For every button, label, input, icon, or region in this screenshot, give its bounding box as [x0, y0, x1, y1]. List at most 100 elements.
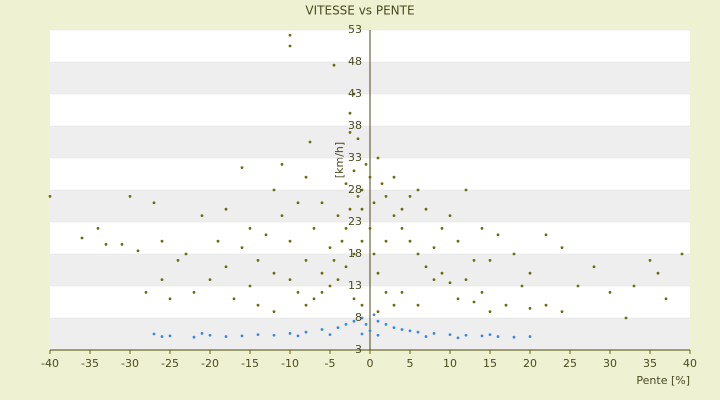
point [240, 166, 244, 170]
point [376, 333, 380, 337]
point [280, 163, 284, 166]
point [168, 297, 172, 301]
point [664, 297, 668, 301]
y-tick-label: 53 [348, 23, 362, 36]
y-tick-label: 28 [348, 183, 362, 196]
point [472, 300, 476, 304]
point [656, 271, 660, 275]
point [232, 297, 236, 301]
x-tick-label: -5 [325, 357, 336, 370]
point [304, 259, 308, 262]
point [648, 259, 652, 262]
point [376, 319, 380, 323]
x-tick-label: 5 [407, 357, 414, 370]
point [368, 329, 372, 333]
point [376, 310, 380, 313]
point [372, 252, 376, 256]
point [440, 271, 444, 275]
point [336, 278, 340, 281]
point [384, 323, 388, 326]
y-axis-title: [km/h] [333, 142, 346, 178]
point [200, 214, 204, 218]
point [520, 284, 524, 288]
point [256, 333, 260, 337]
x-tick-label: -30 [121, 357, 139, 370]
y-tick-label: 13 [348, 279, 362, 292]
point [632, 284, 636, 288]
point [328, 246, 332, 250]
point [392, 175, 396, 179]
point [376, 271, 380, 275]
point [448, 214, 452, 218]
point [96, 227, 100, 230]
point [424, 265, 428, 269]
point [416, 303, 420, 307]
point [416, 188, 420, 192]
point [152, 201, 156, 205]
x-tick-label: 25 [563, 357, 577, 370]
point [120, 243, 124, 246]
point [368, 227, 372, 230]
x-tick-label: 20 [523, 357, 537, 370]
point [288, 278, 292, 281]
point [340, 239, 344, 243]
point [272, 271, 276, 275]
y-tick-label: 3 [355, 343, 362, 356]
point [416, 330, 420, 334]
point [320, 291, 324, 294]
y-tick-label: 23 [348, 215, 362, 228]
x-axis-title: Pente [%] [636, 374, 690, 387]
point [528, 271, 532, 275]
point [312, 297, 316, 301]
point [332, 259, 336, 262]
point [364, 163, 368, 166]
point [320, 271, 324, 275]
point [356, 195, 360, 198]
point [400, 207, 404, 211]
y-tick-label: 33 [348, 151, 362, 164]
point [352, 297, 356, 301]
chart-title: VITESSE vs PENTE [305, 4, 414, 18]
point [348, 131, 352, 134]
point [364, 323, 368, 326]
point [432, 278, 436, 281]
point [344, 227, 348, 230]
point [528, 335, 532, 338]
point [304, 330, 308, 334]
point [192, 335, 196, 339]
point [344, 323, 348, 326]
point [296, 201, 300, 205]
point [360, 332, 364, 336]
x-tick-label: 30 [603, 357, 617, 370]
point [152, 332, 156, 336]
point [344, 265, 348, 269]
point [680, 252, 684, 256]
point [356, 137, 360, 141]
y-tick-label: 18 [348, 247, 362, 260]
point [296, 291, 300, 294]
point [332, 63, 336, 67]
point [352, 319, 356, 323]
point [544, 303, 548, 307]
point [48, 195, 52, 198]
point [488, 333, 492, 337]
point [448, 333, 452, 337]
point [320, 201, 324, 205]
point [624, 316, 628, 320]
point [496, 335, 500, 338]
point [168, 334, 172, 338]
x-tick-label: 0 [367, 357, 374, 370]
point [440, 227, 444, 230]
point [248, 227, 252, 230]
point [344, 182, 348, 186]
x-tick-label: 35 [643, 357, 657, 370]
point [380, 182, 384, 186]
point [288, 44, 292, 48]
point [576, 284, 580, 288]
point [432, 331, 436, 335]
x-tick-label: -35 [81, 357, 99, 370]
point [424, 335, 428, 338]
point [352, 169, 356, 173]
point [408, 329, 412, 333]
y-tick-label: 38 [348, 119, 362, 132]
